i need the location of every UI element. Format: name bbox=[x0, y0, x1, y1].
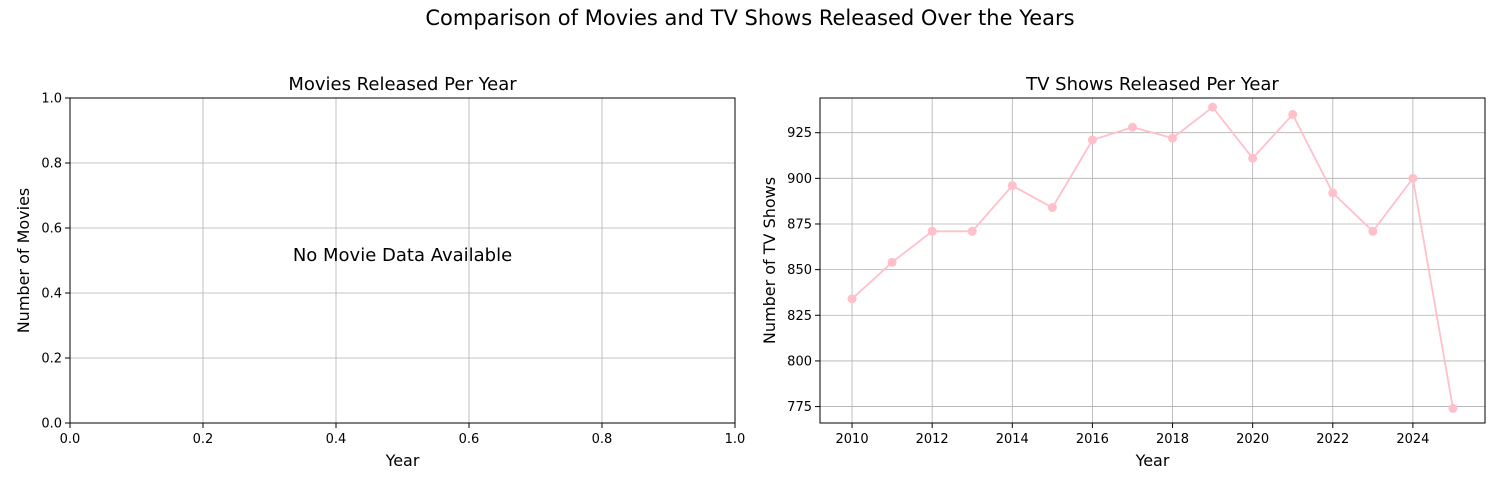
tv-shows-plot-frame bbox=[819, 97, 1486, 424]
data-point bbox=[927, 226, 937, 236]
movies-y-tick-label: 0.0 bbox=[41, 417, 62, 432]
series-line bbox=[851, 105, 1454, 409]
tv-shows-x-tick-label: 2020 bbox=[1236, 432, 1269, 447]
data-point bbox=[1408, 173, 1418, 183]
data-point bbox=[1047, 203, 1057, 213]
data-point bbox=[1328, 188, 1338, 198]
movies-x-ticks: 0.0 0.2 0.4 0.6 0.8 1.0 bbox=[60, 423, 746, 447]
tv-shows-chart-title: TV Shows Released Per Year bbox=[1025, 74, 1279, 95]
tv-shows-grid bbox=[820, 98, 1485, 423]
data-point bbox=[1288, 109, 1298, 119]
tv-shows-series bbox=[847, 102, 1458, 413]
tv-shows-y-tick-label: 850 bbox=[787, 263, 812, 278]
movies-y-axis-label: Number of Movies bbox=[14, 188, 33, 334]
tv-shows-chart: TV Shows Released Per Year 2010 2012 2014 2… bbox=[760, 74, 1486, 470]
movies-y-tick-label: 1.0 bbox=[41, 92, 62, 107]
tv-shows-y-ticks: 775 800 825 850 875 900 925 bbox=[787, 126, 820, 415]
tv-shows-y-tick-label: 875 bbox=[787, 217, 812, 232]
movies-y-tick-label: 0.8 bbox=[41, 157, 62, 172]
movies-x-tick-label: 1.0 bbox=[725, 432, 746, 447]
movies-x-tick-label: 0.6 bbox=[459, 432, 480, 447]
data-point bbox=[847, 294, 857, 304]
movies-y-tick-label: 0.6 bbox=[41, 222, 62, 237]
movies-chart-title: Movies Released Per Year bbox=[288, 74, 517, 95]
data-point bbox=[887, 257, 897, 267]
data-point bbox=[1127, 122, 1137, 132]
data-point bbox=[1208, 102, 1218, 112]
data-point bbox=[1087, 135, 1097, 145]
data-point bbox=[1448, 403, 1458, 413]
tv-shows-y-tick-label: 775 bbox=[787, 400, 812, 415]
movies-x-tick-label: 0.4 bbox=[326, 432, 347, 447]
tv-shows-x-ticks: 2010 2012 2014 2016 2018 2020 2022 2024 bbox=[836, 423, 1429, 447]
tv-shows-y-tick-label: 925 bbox=[787, 126, 812, 141]
data-point bbox=[1007, 181, 1017, 191]
movies-x-tick-label: 0.0 bbox=[60, 432, 81, 447]
movies-x-axis-label: Year bbox=[385, 451, 420, 470]
data-point bbox=[967, 226, 977, 236]
movies-plot-frame bbox=[69, 97, 736, 424]
data-point bbox=[1248, 153, 1258, 163]
figure-title: Comparison of Movies and TV Shows Releas… bbox=[425, 6, 1075, 30]
movies-chart: Movies Released Per Year 0.0 0.2 0.4 0.6 0.8… bbox=[14, 74, 745, 470]
tv-shows-x-axis-label: Year bbox=[1135, 451, 1170, 470]
tv-shows-x-tick-label: 2018 bbox=[1156, 432, 1189, 447]
tv-shows-y-axis-label: Number of TV Shows bbox=[760, 177, 779, 344]
movies-x-tick-label: 0.8 bbox=[592, 432, 613, 447]
data-point bbox=[1168, 133, 1178, 143]
movies-y-tick-label: 0.4 bbox=[41, 287, 62, 302]
movies-y-ticks: 0.0 0.2 0.4 0.6 0.8 1.0 bbox=[41, 92, 70, 432]
tv-shows-y-tick-label: 900 bbox=[787, 172, 812, 187]
tv-shows-x-tick-label: 2010 bbox=[836, 432, 869, 447]
movies-no-data-annotation: No Movie Data Available bbox=[293, 245, 512, 266]
tv-shows-y-tick-label: 800 bbox=[787, 354, 812, 369]
tv-shows-x-tick-label: 2022 bbox=[1316, 432, 1349, 447]
tv-shows-x-tick-label: 2016 bbox=[1076, 432, 1109, 447]
tv-shows-x-tick-label: 2014 bbox=[996, 432, 1029, 447]
data-point bbox=[1368, 226, 1378, 236]
tv-shows-x-tick-label: 2012 bbox=[916, 432, 949, 447]
tv-shows-x-tick-label: 2024 bbox=[1396, 432, 1429, 447]
movies-x-tick-label: 0.2 bbox=[193, 432, 214, 447]
tv-shows-y-tick-label: 825 bbox=[787, 309, 812, 324]
movies-y-tick-label: 0.2 bbox=[41, 352, 62, 367]
